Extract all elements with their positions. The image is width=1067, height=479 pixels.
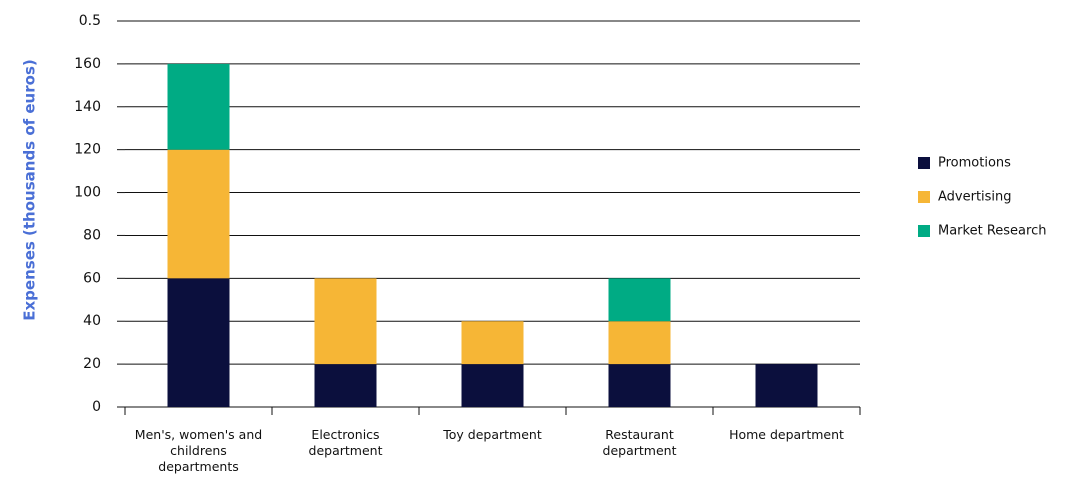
bar-segment	[608, 321, 671, 365]
bar-segment	[314, 278, 377, 365]
legend-swatch	[918, 157, 930, 169]
y-axis-label: Expenses (thousands of euros)	[21, 59, 39, 320]
y-tick-label: 160	[74, 56, 101, 72]
y-tick-label: 80	[83, 227, 101, 243]
y-tick-label: 140	[74, 99, 101, 115]
y-tick-label: 0.5	[79, 13, 101, 29]
bar-segment	[167, 63, 230, 150]
x-tick-label: Toy department	[443, 427, 542, 442]
bar-segment	[167, 149, 230, 279]
y-tick-label: 100	[74, 185, 101, 201]
y-tick-label: 120	[74, 142, 101, 158]
y-tick-label: 40	[83, 313, 101, 329]
legend-label: Market Research	[938, 224, 1046, 239]
legend-label: Promotions	[938, 156, 1011, 171]
y-tick-label: 20	[83, 356, 101, 372]
y-tick-label: 60	[83, 270, 101, 286]
legend-label: Advertising	[938, 190, 1012, 205]
x-tick-label: Electronics department	[308, 427, 383, 458]
x-tick-label: Restaurant department	[602, 427, 677, 458]
bar-segment	[755, 364, 818, 407]
bar-segment	[461, 321, 524, 365]
bar-segment	[461, 364, 524, 407]
bar-segment	[608, 364, 671, 407]
legend-swatch	[918, 191, 930, 203]
bar-segment	[314, 364, 377, 407]
legend-swatch	[918, 225, 930, 237]
bar-segment	[167, 278, 230, 407]
x-tick-label: Home department	[729, 427, 844, 442]
bar-segment	[608, 278, 671, 322]
y-tick-label: 0	[92, 399, 101, 415]
x-tick-label: Men's, women's and childrens departments	[134, 427, 263, 474]
